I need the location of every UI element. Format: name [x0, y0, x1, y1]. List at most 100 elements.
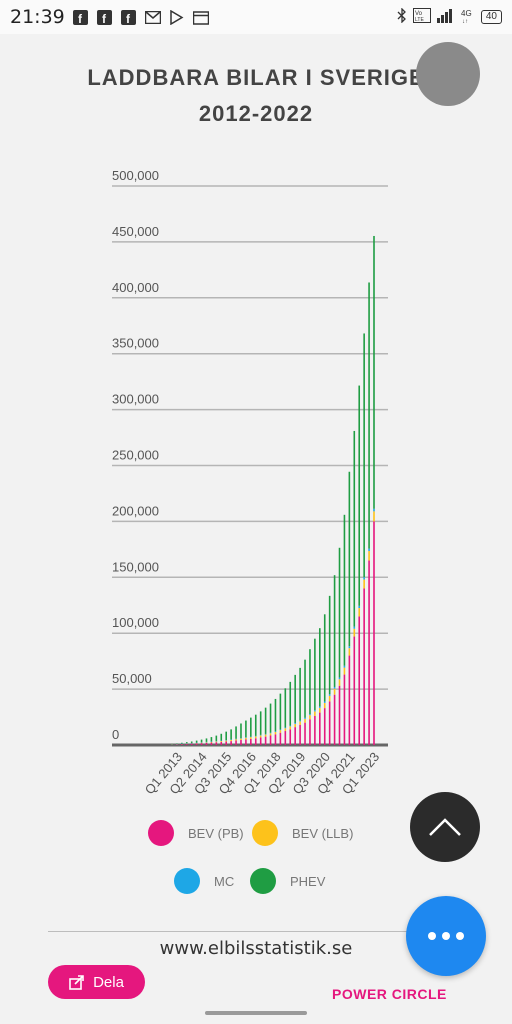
- bar-segment-phev[interactable]: [333, 575, 336, 687]
- bar-segment-bev-pb[interactable]: [245, 739, 247, 745]
- bar-segment-mc[interactable]: [176, 743, 178, 745]
- bar-segment-bev-llb[interactable]: [299, 721, 301, 725]
- bar-segment-bev-llb[interactable]: [314, 711, 316, 716]
- bar-segment-mc[interactable]: [190, 742, 193, 744]
- bar-segment-bev-pb[interactable]: [294, 727, 296, 745]
- bar-segment-phev[interactable]: [304, 659, 306, 718]
- bar-segment-phev[interactable]: [279, 693, 282, 730]
- bar-segment-bev-pb[interactable]: [200, 743, 203, 745]
- bar-segment-phev[interactable]: [235, 726, 237, 739]
- bar-segment-mc[interactable]: [309, 714, 311, 716]
- bar-segment-bev-pb[interactable]: [348, 655, 351, 745]
- bar-segment-bev-llb[interactable]: [220, 740, 223, 742]
- bar-segment-bev-pb[interactable]: [358, 616, 361, 745]
- bar-segment-bev-llb[interactable]: [230, 739, 232, 742]
- bar-segment-phev[interactable]: [210, 737, 213, 742]
- bar-segment-mc[interactable]: [210, 741, 213, 742]
- bar-segment-bev-pb[interactable]: [323, 708, 326, 745]
- bar-segment-phev[interactable]: [368, 282, 370, 549]
- bar-segment-bev-llb[interactable]: [373, 511, 375, 522]
- bar-segment-mc[interactable]: [358, 605, 361, 609]
- bar-segment-bev-llb[interactable]: [289, 726, 292, 730]
- bar-segment-phev[interactable]: [230, 729, 232, 740]
- bar-segment-phev[interactable]: [294, 674, 296, 723]
- bar-segment-mc[interactable]: [185, 743, 188, 744]
- bar-segment-mc[interactable]: [250, 736, 252, 738]
- bar-segment-mc[interactable]: [294, 722, 296, 724]
- bar-segment-mc[interactable]: [269, 732, 272, 734]
- bar-segment-phev[interactable]: [323, 614, 326, 702]
- more-menu-button[interactable]: [406, 896, 486, 976]
- bar-segment-bev-llb[interactable]: [210, 741, 213, 743]
- bar-segment-mc[interactable]: [353, 626, 356, 629]
- bar-segment-phev[interactable]: [264, 707, 267, 734]
- bar-segment-bev-pb[interactable]: [274, 734, 277, 745]
- bar-segment-phev[interactable]: [259, 711, 262, 735]
- bar-segment-phev[interactable]: [343, 514, 346, 666]
- bar-segment-bev-pb[interactable]: [210, 742, 213, 745]
- bar-segment-bev-llb[interactable]: [259, 735, 262, 738]
- bar-segment-bev-pb[interactable]: [190, 743, 193, 745]
- bar-segment-mc[interactable]: [230, 739, 232, 740]
- bar-segment-mc[interactable]: [245, 737, 247, 738]
- bar-segment-phev[interactable]: [181, 742, 183, 744]
- bar-segment-bev-llb[interactable]: [333, 688, 336, 695]
- bar-segment-bev-llb[interactable]: [294, 723, 296, 728]
- bar-segment-bev-pb[interactable]: [363, 588, 365, 745]
- bar-segment-bev-pb[interactable]: [269, 735, 272, 745]
- bar-segment-phev[interactable]: [171, 743, 173, 745]
- bar-segment-bev-pb[interactable]: [368, 560, 370, 745]
- bar-segment-phev[interactable]: [205, 738, 208, 742]
- bar-segment-bev-llb[interactable]: [358, 608, 361, 617]
- bar-segment-bev-llb[interactable]: [254, 736, 257, 739]
- bar-segment-bev-pb[interactable]: [343, 674, 346, 745]
- bar-segment-bev-llb[interactable]: [304, 718, 306, 723]
- bar-segment-bev-pb[interactable]: [338, 685, 341, 745]
- bar-segment-bev-pb[interactable]: [230, 741, 232, 745]
- bar-segment-mc[interactable]: [181, 743, 183, 745]
- bar-segment-bev-pb[interactable]: [279, 732, 282, 745]
- bar-segment-bev-pb[interactable]: [205, 742, 208, 745]
- bar-segment-mc[interactable]: [284, 727, 287, 729]
- bar-segment-bev-pb[interactable]: [176, 744, 178, 745]
- bar-segment-mc[interactable]: [235, 738, 237, 740]
- bar-segment-bev-llb[interactable]: [205, 742, 208, 743]
- navigation-handle[interactable]: [205, 1011, 307, 1015]
- bar-segment-mc[interactable]: [323, 701, 326, 703]
- bar-segment-bev-pb[interactable]: [215, 742, 218, 745]
- bar-segment-phev[interactable]: [363, 333, 365, 578]
- site-url[interactable]: www.elbilsstatistik.se: [159, 938, 353, 959]
- bar-segment-mc[interactable]: [279, 729, 282, 731]
- bar-segment-phev[interactable]: [250, 717, 252, 737]
- bar-segment-phev[interactable]: [309, 649, 311, 715]
- bar-segment-bev-llb[interactable]: [215, 741, 218, 743]
- bar-segment-phev[interactable]: [185, 742, 188, 744]
- bar-segment-bev-pb[interactable]: [254, 738, 257, 745]
- bar-segment-mc[interactable]: [348, 646, 351, 649]
- bar-segment-phev[interactable]: [254, 714, 257, 736]
- bar-segment-mc[interactable]: [338, 677, 341, 680]
- bar-segment-bev-llb[interactable]: [200, 742, 203, 744]
- bar-segment-mc[interactable]: [254, 735, 257, 737]
- bar-segment-bev-pb[interactable]: [259, 737, 262, 745]
- bar-segment-bev-llb[interactable]: [353, 628, 356, 637]
- bar-segment-bev-llb[interactable]: [235, 739, 237, 741]
- bar-segment-bev-pb[interactable]: [289, 729, 292, 745]
- bar-segment-phev[interactable]: [284, 688, 287, 728]
- bar-segment-mc[interactable]: [225, 740, 227, 741]
- bar-segment-bev-pb[interactable]: [314, 715, 316, 745]
- bar-segment-mc[interactable]: [343, 665, 346, 668]
- bar-segment-bev-llb[interactable]: [250, 737, 252, 739]
- bar-segment-phev[interactable]: [338, 547, 341, 678]
- bar-segment-mc[interactable]: [314, 710, 316, 712]
- bar-segment-mc[interactable]: [205, 741, 208, 743]
- bar-segment-bev-llb[interactable]: [343, 667, 346, 675]
- bar-segment-bev-pb[interactable]: [181, 743, 183, 745]
- bar-segment-bev-pb[interactable]: [353, 636, 356, 745]
- bar-segment-bev-pb[interactable]: [220, 741, 223, 745]
- scroll-to-top-button[interactable]: [410, 792, 480, 862]
- bar-segment-bev-llb[interactable]: [269, 733, 272, 736]
- bar-segment-bev-pb[interactable]: [373, 521, 375, 745]
- bar-segment-mc[interactable]: [220, 740, 223, 741]
- bar-segment-phev[interactable]: [299, 667, 301, 721]
